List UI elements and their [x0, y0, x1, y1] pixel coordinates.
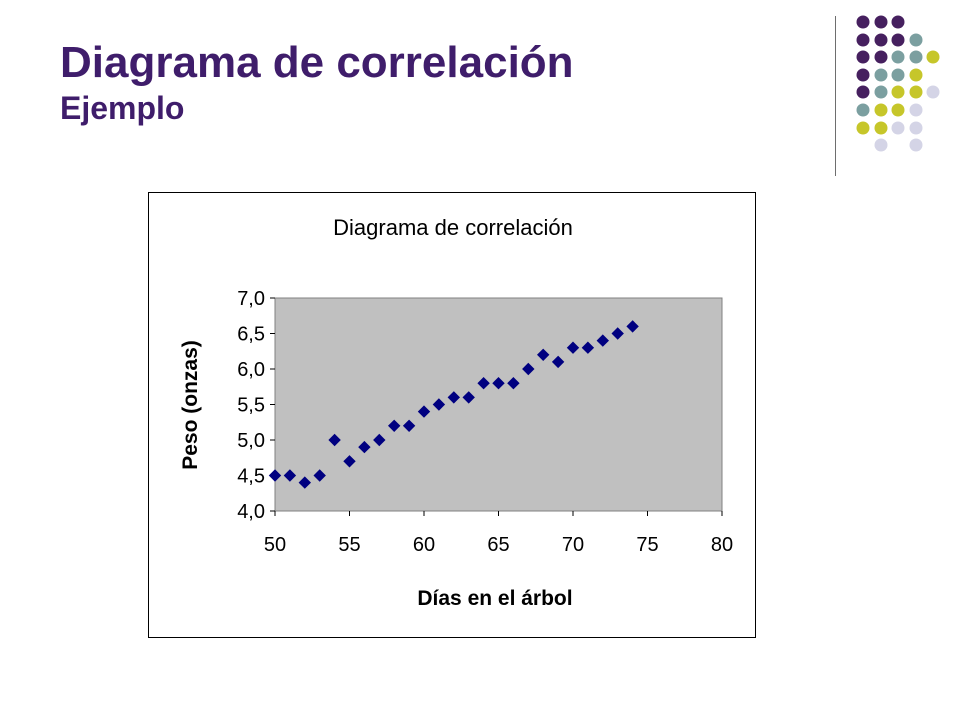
- decorative-dot: [891, 68, 905, 82]
- decorative-dot: [874, 121, 888, 135]
- data-point: [373, 433, 386, 447]
- decorative-dot: [891, 103, 905, 117]
- scatter-chart: Diagrama de correlación 4,0 4,5 5,0 5,5 6,0 6…: [179, 215, 733, 610]
- data-point: [358, 440, 371, 454]
- data-point: [566, 341, 580, 354]
- x-tick-label: 75: [636, 534, 658, 556]
- data-point: [626, 320, 639, 333]
- data-point: [462, 391, 475, 404]
- decorative-dot: [874, 33, 888, 47]
- y-tick-label: 7,0: [237, 288, 265, 310]
- data-point: [417, 405, 431, 418]
- decorative-dot: [926, 50, 940, 64]
- chart-frame: Diagrama de correlación 4,0 4,5 5,0 5,5 6,0 6…: [148, 192, 756, 638]
- data-point: [283, 469, 297, 482]
- data-point: [343, 455, 356, 468]
- decorative-dot: [856, 103, 870, 117]
- data-point: [447, 391, 461, 404]
- data-point: [596, 334, 610, 347]
- decorative-dot: [856, 85, 870, 99]
- decorative-dot: [891, 121, 905, 135]
- data-point: [522, 362, 535, 376]
- data-point: [507, 376, 520, 390]
- decorative-dot: [926, 85, 940, 99]
- data-point: [387, 419, 401, 433]
- data-point: [536, 348, 550, 362]
- x-tick-label: 55: [338, 534, 360, 556]
- decorative-dot: [909, 103, 923, 117]
- data-point: [402, 419, 416, 433]
- chart-title: Diagrama de correlación: [333, 215, 573, 240]
- decorative-dot: [856, 121, 870, 135]
- decorative-dot: [891, 33, 905, 47]
- data-point: [551, 355, 565, 369]
- y-tick-label: 6,0: [237, 359, 265, 381]
- decorative-dot: [856, 33, 870, 47]
- decorative-dot: [909, 121, 923, 135]
- decorative-dot: [909, 33, 923, 47]
- data-points: [268, 320, 639, 489]
- data-point: [268, 469, 282, 482]
- x-tick-label: 60: [413, 534, 435, 556]
- y-axis-ticks: 4,0 4,5 5,0 5,5 6,0 6,5 7,0: [237, 288, 275, 523]
- data-point: [298, 476, 312, 489]
- y-tick-label: 4,5: [237, 466, 265, 488]
- y-tick-label: 5,0: [237, 430, 265, 452]
- slide-title: Diagrama de correlación Ejemplo: [60, 38, 574, 128]
- decorative-dot: [891, 15, 905, 29]
- y-axis-label: Peso (onzas): [179, 340, 202, 470]
- data-point: [477, 376, 490, 390]
- decorative-dot: [909, 85, 923, 99]
- slide-subtitle: Ejemplo: [60, 90, 185, 126]
- decorative-dot: [874, 138, 888, 152]
- decorative-dot: [874, 68, 888, 82]
- decorative-dot: [874, 85, 888, 99]
- decorative-dot: [909, 68, 923, 82]
- decorative-dot: [856, 50, 870, 64]
- x-axis-label: Días en el árbol: [417, 587, 572, 610]
- data-point: [313, 469, 326, 482]
- x-tick-label: 50: [264, 534, 286, 556]
- data-point: [581, 341, 595, 354]
- data-point: [611, 327, 624, 340]
- decorative-dot: [856, 15, 870, 29]
- x-tick-label: 80: [711, 534, 733, 556]
- decorative-dot: [909, 138, 923, 152]
- decorative-dot: [909, 50, 923, 64]
- decorative-dot: [874, 50, 888, 64]
- slide-title-main: Diagrama de correlación: [60, 38, 574, 87]
- y-tick-label: 6,5: [237, 324, 265, 346]
- decorative-dot: [856, 68, 870, 82]
- plot-area: [274, 297, 723, 512]
- data-point: [492, 376, 505, 390]
- x-tick-label: 70: [562, 534, 584, 556]
- decorative-dot: [874, 103, 888, 117]
- data-point: [328, 433, 341, 447]
- x-tick-label: 65: [487, 534, 509, 556]
- y-tick-label: 5,5: [237, 395, 265, 417]
- data-point: [432, 398, 446, 411]
- decorative-dot: [891, 50, 905, 64]
- decorative-dot: [874, 15, 888, 29]
- x-axis-ticks: 50 55 60 65 70 75 80: [264, 511, 733, 556]
- decorative-divider: [835, 16, 836, 176]
- y-tick-label: 4,0: [237, 501, 265, 523]
- decorative-dot: [891, 85, 905, 99]
